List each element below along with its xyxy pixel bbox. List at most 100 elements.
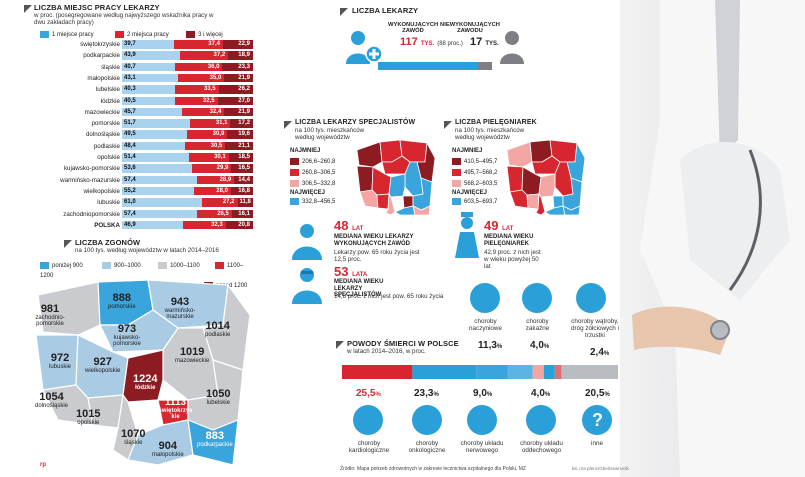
specialists-subtitle: na 100 tys. mieszkańców według województ…: [295, 127, 365, 141]
causes-segment-onco: [412, 365, 477, 379]
jobs-row: kujawsko-pomorskie 53,6 29,9 16,5: [40, 164, 253, 173]
causes-segment-liver: [554, 365, 562, 379]
jobs-segment-3: 27,0: [217, 96, 253, 105]
jobs-row-bar: 40,7 36,0 23,3: [122, 62, 253, 72]
specialists-least-label: NAJMNIEJ: [290, 148, 321, 154]
jobs-segment-2: 37,2: [179, 51, 229, 60]
jobs-segment-1: 57,4: [122, 209, 198, 218]
causes-segment-nervous: [507, 365, 533, 379]
section-corner-icon: [336, 341, 344, 349]
specialists-most-label: NAJWIĘCEJ: [290, 190, 326, 196]
jobs-row: małopolskie 43,1 35,0 21,9: [40, 73, 253, 83]
nurses-range-1: 410,5–495,7: [464, 159, 498, 165]
jobs-row: warmińsko-mazurskie 57,4 28,9 14,4: [40, 175, 253, 185]
cause-label-vascular: choroby naczyniowe: [469, 318, 502, 332]
jobs-row: zachodniopomorskie 57,4 26,5 16,1: [40, 209, 253, 219]
jobs-segment-1: 55,2: [122, 186, 195, 196]
jobs-row-label: łódzkie: [100, 97, 120, 105]
cause-pct-liver: 2,4%: [590, 347, 610, 358]
nurses-swatch-1: [452, 157, 461, 165]
jobs-segment-3: 23,3: [222, 62, 253, 72]
jobs-segment-1: 61,0: [122, 198, 202, 207]
nurses-subtitle: na 100 tys. mieszkańców według województ…: [455, 127, 525, 141]
jobs-row-label: mazowieckie: [84, 108, 120, 116]
deaths-legend-swatch-2: [102, 261, 112, 269]
jobs-row-bar: 43,9 37,2 18,9: [122, 51, 253, 60]
section-corner-icon: [340, 8, 348, 16]
region-podkarpackie: [187, 419, 239, 466]
jobs-segment-3: 26,2: [218, 85, 253, 94]
cause-label-infectious: choroby zakaźne: [525, 318, 550, 332]
map-label-swietokrzyskie: 1113 świętokrzyskie: [158, 397, 193, 420]
jobs-segment-2: 37,4: [174, 40, 223, 49]
jobs-subtitle: w proc. (posegregowane według najwyższeg…: [34, 12, 214, 26]
doctor-age-note: Lekarzy pow. 65 roku życia jest 12,5 pro…: [334, 249, 420, 263]
liver-icon: [576, 283, 606, 313]
jobs-legend: 1 miejsce pracy 2 miejsca pracy 3 i więc…: [40, 31, 223, 38]
jobs-segment-2: 27,2: [201, 198, 238, 207]
jobs-segment-3: 17,2: [230, 119, 253, 128]
jobs-segment-1: 40,3: [122, 85, 175, 94]
doctors-title: Liczba lekarzy: [352, 6, 419, 15]
jobs-segment-3: 19,6: [227, 130, 253, 139]
cause-pct-nervous: 9,0%: [473, 388, 493, 399]
map-label-slaskie: 1070 śląskie: [121, 428, 146, 446]
jobs-row: łódzkie 40,5 32,5 27,0: [40, 96, 253, 106]
jobs-row-label: śląskie: [101, 63, 120, 71]
deaths-legend-swatch-3: [158, 261, 168, 269]
deaths-title: Liczba zgonów: [75, 238, 141, 247]
specialists-range-2: 260,8–306,5: [302, 170, 336, 176]
jobs-segment-2: 30,1: [189, 153, 229, 162]
jobs-row-label: lubelskie: [95, 86, 120, 94]
nurses-range-2: 495,7–568,2: [464, 170, 498, 176]
jobs-segment-1: 39,7: [122, 40, 174, 49]
nurses-range-3: 568,2–603,5: [464, 181, 498, 187]
jobs-segment-1: 53,6: [122, 164, 193, 173]
jobs-segment-3: 20,8: [225, 220, 253, 230]
deaths-map: [35, 280, 250, 466]
legend-swatch-3: [186, 31, 196, 38]
doctors-ratio-bar: [378, 62, 492, 70]
causes-segment-respiratory: [543, 365, 555, 379]
specialists-legend: 206,6–260,8 260,8–306,5 306,5–332,8: [290, 157, 335, 190]
section-corner-icon: [284, 121, 292, 129]
jobs-row-bar: 48,4 30,5 21,1: [122, 141, 253, 151]
jobs-segment-3: 14,4: [234, 175, 253, 185]
region-warminsko-mazurskie: [147, 280, 229, 329]
specialists-swatch-1: [290, 157, 299, 165]
jobs-segment-2: 32,5: [175, 96, 218, 105]
deaths-legend-label-4: 1100–1200: [40, 263, 244, 279]
jobs-row: lubuskie 61,0 27,2 11,8: [40, 198, 253, 207]
nurses-legend-most: 603,5–693,7: [452, 198, 497, 205]
jobs-segment-1: 49,5: [122, 130, 187, 139]
nurses-least-label: NAJMNIEJ: [452, 148, 483, 154]
jobs-segment-3: 22,9: [222, 40, 253, 49]
nurses-swatch-2: [452, 168, 461, 176]
cancer-icon: [412, 405, 442, 435]
section-corner-icon: [64, 240, 72, 248]
jobs-row-label: opolskie: [97, 154, 120, 161]
cause-label-liver: choroby wątroby, dróg żółciowych i trzus…: [571, 318, 619, 339]
jobs-segment-2: 32,3: [183, 220, 226, 230]
jobs-row-bar: 61,0 27,2 11,8: [122, 198, 253, 207]
legend-swatch-2: [115, 31, 125, 38]
doctor-photo: [620, 0, 805, 477]
jobs-row-label: kujawsko-pomorskie: [63, 165, 120, 173]
deaths-legend-label-3: 1000–1100: [170, 263, 200, 269]
jobs-segment-2: 26,5: [197, 209, 232, 218]
map-label-wielkopolskie: 927 wielkopolskie: [85, 356, 121, 374]
nurses-title: Liczba pielęgniarek: [455, 119, 537, 126]
specialists-range-1: 206,6–260,8: [302, 159, 336, 165]
jobs-segment-3: 16,1: [231, 209, 253, 218]
nurses-legend: 410,5–495,7 495,7–568,2 568,2–603,5: [452, 157, 497, 190]
lungs-icon: [526, 405, 556, 435]
brain-icon: [467, 405, 497, 435]
cause-pct-vascular: 11,3%: [478, 340, 503, 351]
jobs-segment-1: 43,1: [122, 73, 179, 83]
jobs-row: wielkopolskie 55,2 28,0 16,8: [40, 186, 253, 196]
working-value: 117 TYS. (88 proc.): [400, 36, 463, 48]
deaths-legend-label-2: 900–1000: [114, 263, 141, 269]
section-corner-icon: [444, 121, 452, 129]
nurses-range-4: 603,5–693,7: [464, 199, 498, 206]
jobs-segment-1: 48,4: [122, 141, 186, 151]
